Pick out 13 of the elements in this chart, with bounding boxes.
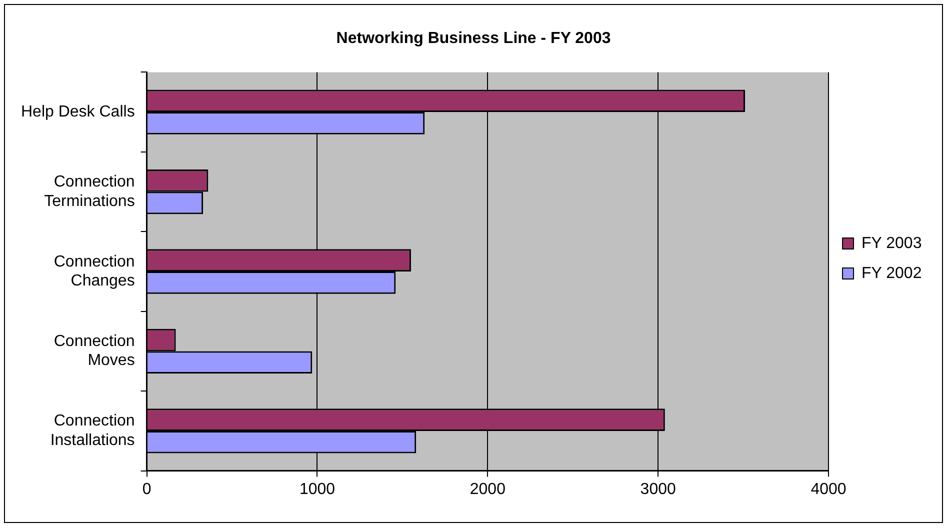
x-tick-label: 0 xyxy=(142,480,152,498)
x-tick-label: 4000 xyxy=(810,480,846,498)
y-tick-label: Connection Moves xyxy=(54,333,135,370)
y-tick-label: Connection Installations xyxy=(50,412,135,449)
x-tick-label: 1000 xyxy=(299,480,336,498)
x-tick-label: 3000 xyxy=(640,480,676,498)
y-tick-label: Connection Terminations xyxy=(44,174,135,210)
x-tick-label: 2000 xyxy=(470,480,506,498)
legend-label: FY 2003 xyxy=(862,234,922,252)
y-tick-label: Help Desk Calls xyxy=(21,103,135,120)
legend-label: FY 2002 xyxy=(862,264,922,282)
y-tick-label: Connection Changes xyxy=(54,253,135,290)
chart-title: Networking Business Line - FY 2003 xyxy=(336,30,611,48)
